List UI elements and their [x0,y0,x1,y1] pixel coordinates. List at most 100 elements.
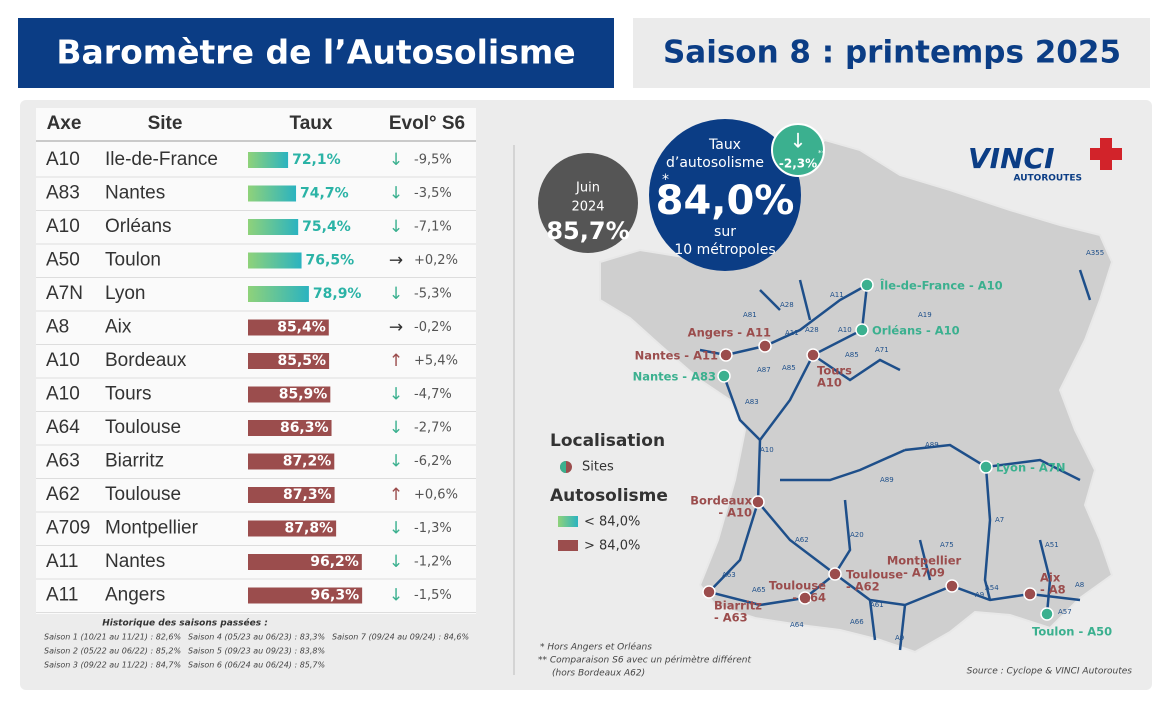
road-label: A28 [780,301,794,309]
site-label: Bordeaux [690,494,752,508]
previous-circle [538,153,638,253]
evol: -1,3% [414,521,452,536]
legend-title: Autosolisme [550,486,668,506]
site-label: - A10 [718,506,752,520]
note: * Hors Angers et Orléans [540,642,652,653]
evol: +5,4% [414,354,458,369]
site-label: Toulon - A50 [1032,625,1112,639]
taux-label: 75,4% [302,219,351,235]
site: Tours [105,384,151,405]
axe: A10 [46,216,80,237]
taux-label: 87,2% [283,454,332,470]
taux-label: 96,3% [311,588,360,604]
previous-value: 85,7% [546,217,629,245]
site: Orléans [105,216,172,237]
site: Angers [105,585,165,606]
bar [248,353,330,369]
history-item: Saison 3 (09/22 au 11/22) : 84,7% [44,661,181,670]
evol: -2,7% [414,421,452,436]
site: Toulouse [105,417,181,438]
road-label: A83 [745,398,759,406]
road-label: A355 [1086,249,1104,257]
kpi-sub: 10 métropoles [674,242,775,258]
source: Source : Cyclope & VINCI Autoroutes [967,667,1133,677]
axe: A62 [46,484,80,505]
taux-label: 96,2% [310,554,359,570]
site: Lyon [105,283,146,304]
site-marker [855,323,869,337]
road-label: A9 [975,591,984,599]
site-label: Biarritz [714,599,762,613]
kpi-sub: sur [714,224,736,240]
column-header: Axe [47,113,82,134]
season: Saison 8 : printemps 2025 [663,35,1121,71]
site-marker [860,278,874,292]
evol: -2,3% [779,157,817,171]
taux-label: 72,1% [292,152,341,168]
road-label: A89 [880,476,894,484]
axe: A10 [46,149,80,170]
bar [248,152,289,168]
road-label: A66 [850,618,864,626]
site-label: - A709 [903,566,945,580]
axe: A8 [46,317,69,338]
previous-year: 2024 [571,200,604,215]
column-header: Taux [290,113,333,134]
kpi-title: Taux [708,137,741,153]
legend-low: < 84,0% [584,515,640,530]
site-marker [828,567,842,581]
road-label: A51 [1045,541,1059,549]
site-label: - A64 [792,591,826,605]
site-marker [1023,587,1037,601]
axe: A10 [46,384,80,405]
road-label: A9 [895,634,904,642]
trend: ↓ [389,150,403,170]
bar [248,252,302,269]
history-title: Historique des saisons passées : [102,618,268,629]
road-label: A61 [870,601,884,609]
site-marker [806,348,820,362]
season-box [633,18,1150,88]
road-label: A62 [795,536,809,544]
road-label: A81 [743,311,757,319]
bar [248,319,329,336]
trend: ↓ [389,586,403,606]
axe: A64 [46,417,80,438]
site-label: - A8 [1040,583,1066,597]
title: Baromètre de l’Autosolisme [56,33,575,72]
title-box [18,18,614,88]
taux-label: 85,5% [278,353,327,369]
site-marker [798,591,812,605]
evol: -7,1% [414,220,452,235]
road-label: A10 [838,326,852,334]
trend: ↓ [389,552,403,572]
bar [248,185,297,202]
taux-label: 74,7% [300,186,349,202]
road-label: A11 [830,291,844,299]
site-label: Nantes - A83 [633,370,716,384]
bar [248,587,363,604]
evol: -5,3% [414,287,452,302]
logo-name: VINCI [968,142,1055,175]
history-item: Saison 4 (05/23 au 06/23) : 83,3% [188,633,325,642]
site: Nantes [105,551,165,572]
trend: ↑ [389,485,403,505]
site-marker [758,339,772,353]
road-label: A75 [940,541,954,549]
evol-arrow: ↓ [790,129,807,153]
road-label: A65 [752,586,766,594]
site-marker [979,460,993,474]
axe: A7N [46,283,83,304]
logo-sub: AUTOROUTES [1014,174,1082,184]
road-label: A85 [782,364,796,372]
trend: → [389,318,403,338]
site: Ile-de-France [105,149,218,170]
road-label: A57 [1058,608,1072,616]
site-label: Île-de-France - A10 [880,278,1003,293]
taux-label: 85,9% [279,387,328,403]
site-label: Angers - A11 [688,326,771,340]
kpi-title: d’autosolisme [666,155,764,171]
bar [248,453,335,470]
bar [248,520,337,537]
site: Biarritz [105,451,164,472]
